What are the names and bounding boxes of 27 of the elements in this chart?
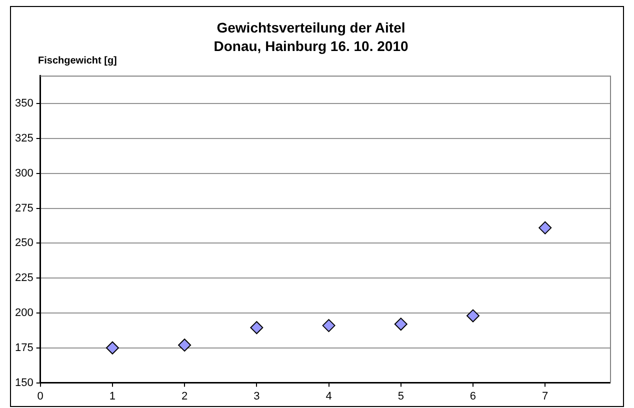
chart-subtitle: Donau, Hainburg 16. 10. 2010: [214, 38, 408, 54]
point: [466, 309, 480, 322]
point: [394, 318, 408, 331]
point: [538, 221, 552, 234]
chart-title: Gewichtsverteilung der Aitel: [216, 19, 406, 36]
x-tick-label: 6: [470, 390, 476, 402]
point: [322, 319, 336, 332]
y-axis-title: Fischgewicht [g]: [38, 55, 117, 66]
x-tick-label: 5: [398, 390, 404, 402]
y-tick-label: 150: [14, 376, 34, 389]
x-tick-label: 3: [254, 390, 260, 402]
x-tick-label: 1: [109, 390, 116, 402]
point: [250, 321, 264, 334]
x-tick-label: 7: [542, 390, 548, 402]
y-tick-label: 225: [14, 272, 34, 284]
y-tick-label: 275: [14, 202, 34, 214]
point: [106, 341, 119, 354]
y-tick-label: 300: [14, 167, 34, 180]
y-tick-label: 250: [14, 237, 34, 250]
point: [178, 338, 192, 352]
y-tick-label: 175: [14, 342, 34, 354]
y-tick-label: 325: [14, 132, 34, 144]
y-tick-label: 200: [14, 307, 34, 320]
x-tick-label: 4: [326, 390, 332, 402]
x-tick-label: 2: [182, 390, 188, 402]
y-tick-label: 350: [14, 98, 34, 110]
x-tick-label: 0: [37, 390, 44, 402]
